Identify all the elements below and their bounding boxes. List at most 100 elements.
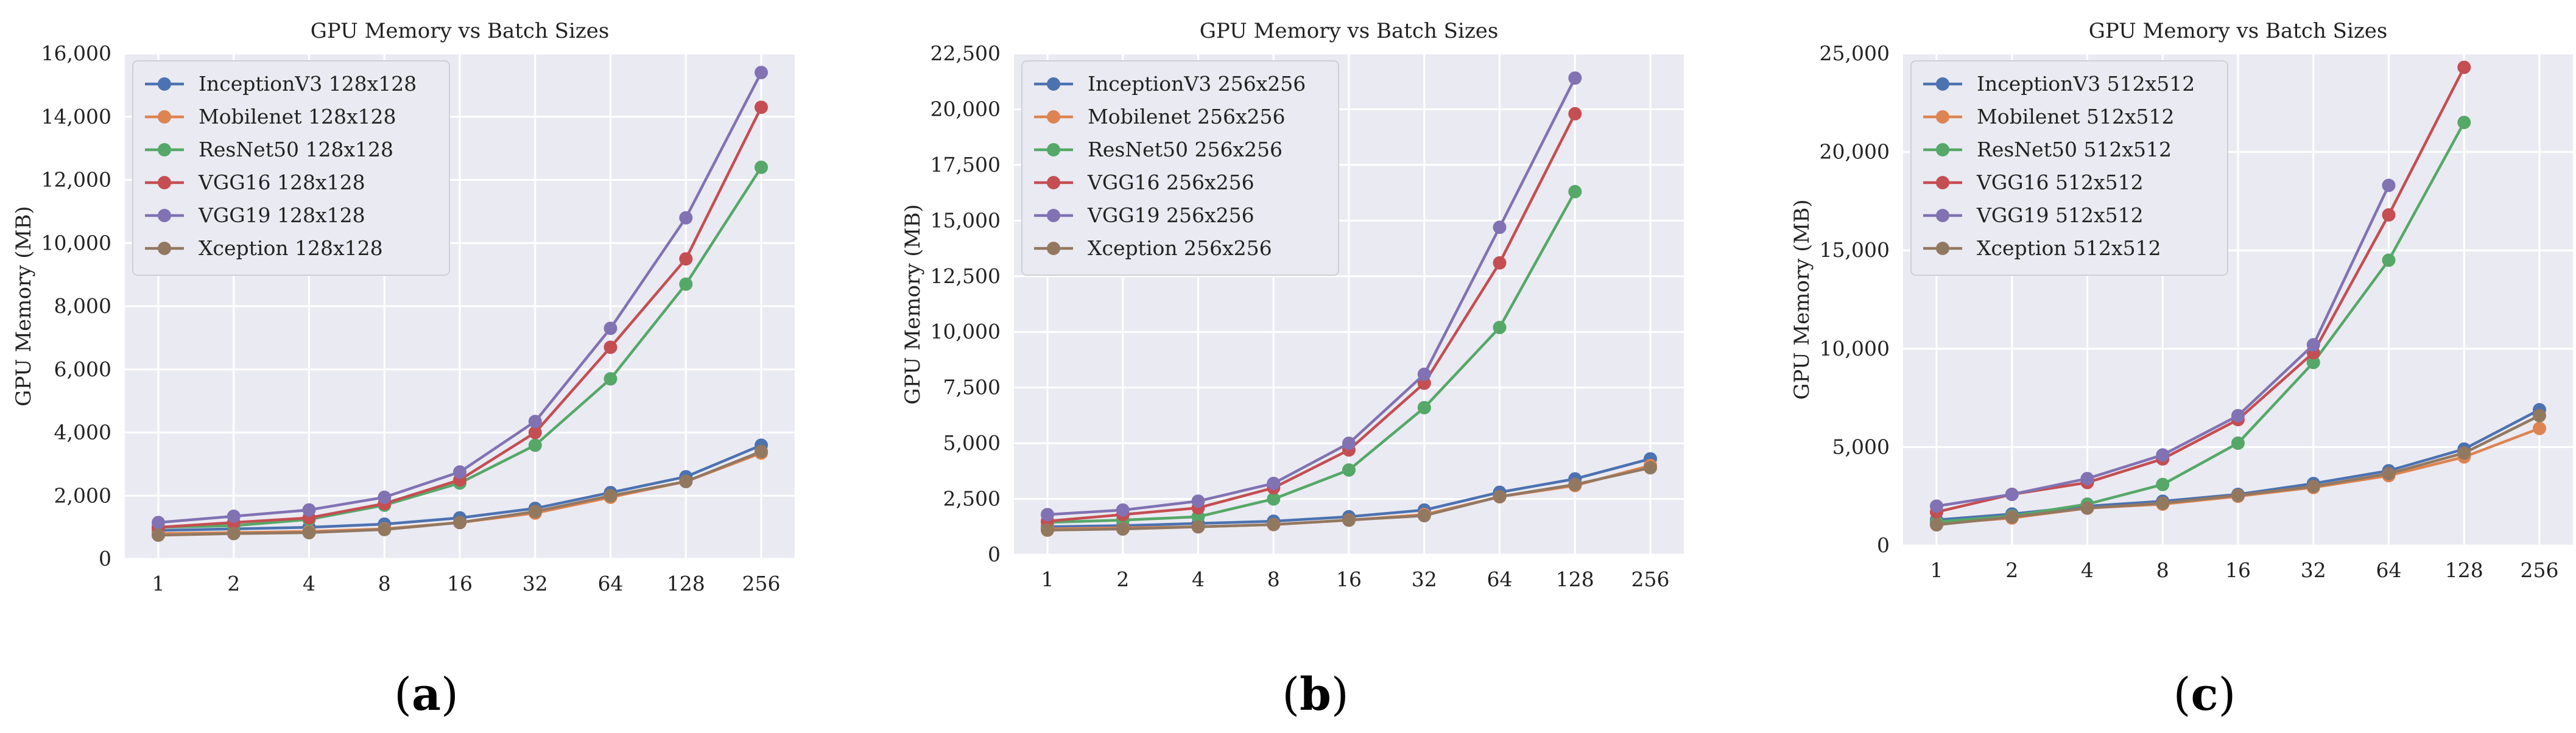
y-tick-label: 12,000 (41, 168, 111, 192)
y-tick-label: 8,000 (54, 294, 111, 318)
series-line (1047, 191, 1577, 524)
panel-label-c: (c) (2173, 668, 2236, 721)
legend-item: InceptionV3 128x128 (145, 72, 417, 96)
legend-item: Xception 512x512 (1923, 236, 2161, 260)
x-tick-label: 16 (2225, 558, 2251, 582)
chart-b: GPU Memory vs Batch Sizes GPU Memory (MB… (901, 19, 1684, 591)
legend-item: VGG16 256x256 (1034, 170, 1255, 194)
data-point (679, 252, 693, 266)
data-point (227, 510, 241, 523)
legend-frame (132, 60, 450, 276)
y-axis-label: GPU Memory (MB) (12, 206, 36, 406)
data-point (2231, 488, 2245, 502)
series-xception (1041, 461, 1657, 537)
x-tick-label: 64 (2376, 558, 2402, 582)
data-point (1493, 489, 1507, 503)
y-tick-label: 0 (988, 542, 1001, 566)
data-point (302, 503, 316, 517)
legend-swatch-marker (158, 77, 171, 91)
series-line (1936, 122, 2466, 524)
data-point (2306, 338, 2320, 352)
legend-swatch-marker (1047, 143, 1060, 156)
legend-swatch-marker (1047, 242, 1060, 255)
data-point (2382, 467, 2396, 480)
legend-swatch-marker (158, 143, 171, 156)
x-tick-label: 128 (1556, 567, 1594, 591)
x-tick-label: 4 (2081, 558, 2094, 582)
axis-ticks: 0 5,000 10,000 15,000 20,000 25,000 1 2 4 8 16 32 64… (1820, 41, 2559, 582)
x-tick-label: 8 (2156, 558, 2169, 582)
x-tick-label: 128 (667, 572, 705, 595)
data-point (1568, 184, 1582, 198)
y-tick-label: 16,000 (41, 41, 111, 65)
data-point (2306, 480, 2320, 493)
legend-swatch-marker (158, 242, 171, 255)
x-tick-label: 32 (2301, 558, 2326, 582)
legend-item: VGG19 128x128 (145, 203, 365, 227)
legend-swatch-marker (1936, 77, 1949, 91)
y-tick-label: 10,000 (931, 320, 1001, 343)
data-point (2080, 472, 2094, 486)
legend-label: ResNet50 128x128 (199, 138, 393, 161)
y-tick-label: 2,500 (943, 487, 1001, 511)
data-point (1417, 401, 1431, 415)
data-point (1930, 518, 1943, 532)
panel-label-b: (b) (1282, 668, 1349, 721)
data-point (604, 489, 618, 503)
series-line (1047, 113, 1577, 523)
data-point (755, 100, 768, 114)
legend-item: ResNet50 512x512 (1923, 138, 2172, 161)
x-tick-label: 32 (523, 572, 548, 595)
x-tick-label: 128 (2445, 558, 2483, 582)
data-point (1191, 520, 1205, 534)
data-point (528, 415, 542, 429)
x-tick-label: 2 (1116, 567, 1129, 591)
data-point (1041, 523, 1054, 537)
legend-label: ResNet50 256x256 (1088, 138, 1283, 161)
data-point (2005, 510, 2019, 524)
legend-swatch-marker (1047, 110, 1060, 124)
data-point (2457, 446, 2471, 460)
legend-swatch-marker (1047, 209, 1060, 222)
data-point (604, 372, 618, 386)
data-point (528, 438, 542, 452)
x-tick-label: 256 (742, 572, 781, 595)
data-point (227, 527, 241, 541)
legend-label: VGG19 128x128 (198, 203, 365, 227)
data-point (1568, 107, 1582, 121)
data-point (755, 160, 768, 174)
legend-label: VGG16 256x256 (1087, 170, 1255, 194)
y-tick-label: 14,000 (41, 105, 111, 128)
legend-label: Xception 128x128 (199, 236, 383, 260)
legend-item: InceptionV3 256x256 (1034, 72, 1306, 96)
legend: InceptionV3 512x512 Mobilenet 512x512 ResN… (1910, 60, 2228, 276)
legend-label: Mobilenet 256x256 (1088, 105, 1286, 128)
y-tick-label: 2,000 (54, 483, 111, 507)
legend-item: Mobilenet 128x128 (145, 105, 396, 128)
data-point (1493, 220, 1507, 234)
series-xception (152, 444, 768, 542)
data-point (2080, 501, 2094, 515)
data-point (755, 66, 768, 80)
legend-item: Mobilenet 256x256 (1034, 105, 1286, 128)
x-tick-label: 64 (598, 572, 624, 595)
x-tick-label: 4 (303, 572, 315, 595)
series-vgg19 (1041, 71, 1582, 522)
data-point (1041, 508, 1054, 522)
data-point (453, 516, 466, 530)
data-point (1116, 503, 1130, 517)
legend-swatch-marker (1047, 77, 1060, 91)
legend-label: InceptionV3 128x128 (199, 72, 417, 96)
data-point (2457, 116, 2471, 130)
data-point (679, 474, 693, 488)
x-tick-label: 256 (1631, 567, 1670, 591)
legend-item: Xception 128x128 (145, 236, 383, 260)
chart-c: GPU Memory vs Batch Sizes GPU Memory (MB… (1790, 19, 2573, 582)
series-xception (1930, 409, 2546, 532)
data-point (679, 211, 693, 225)
x-tick-label: 4 (1192, 567, 1205, 591)
y-tick-label: 0 (1877, 533, 1890, 557)
series-layer (1930, 60, 2546, 532)
legend-item: VGG16 512x512 (1923, 170, 2144, 194)
legend-label: VGG19 256x256 (1087, 203, 1255, 227)
